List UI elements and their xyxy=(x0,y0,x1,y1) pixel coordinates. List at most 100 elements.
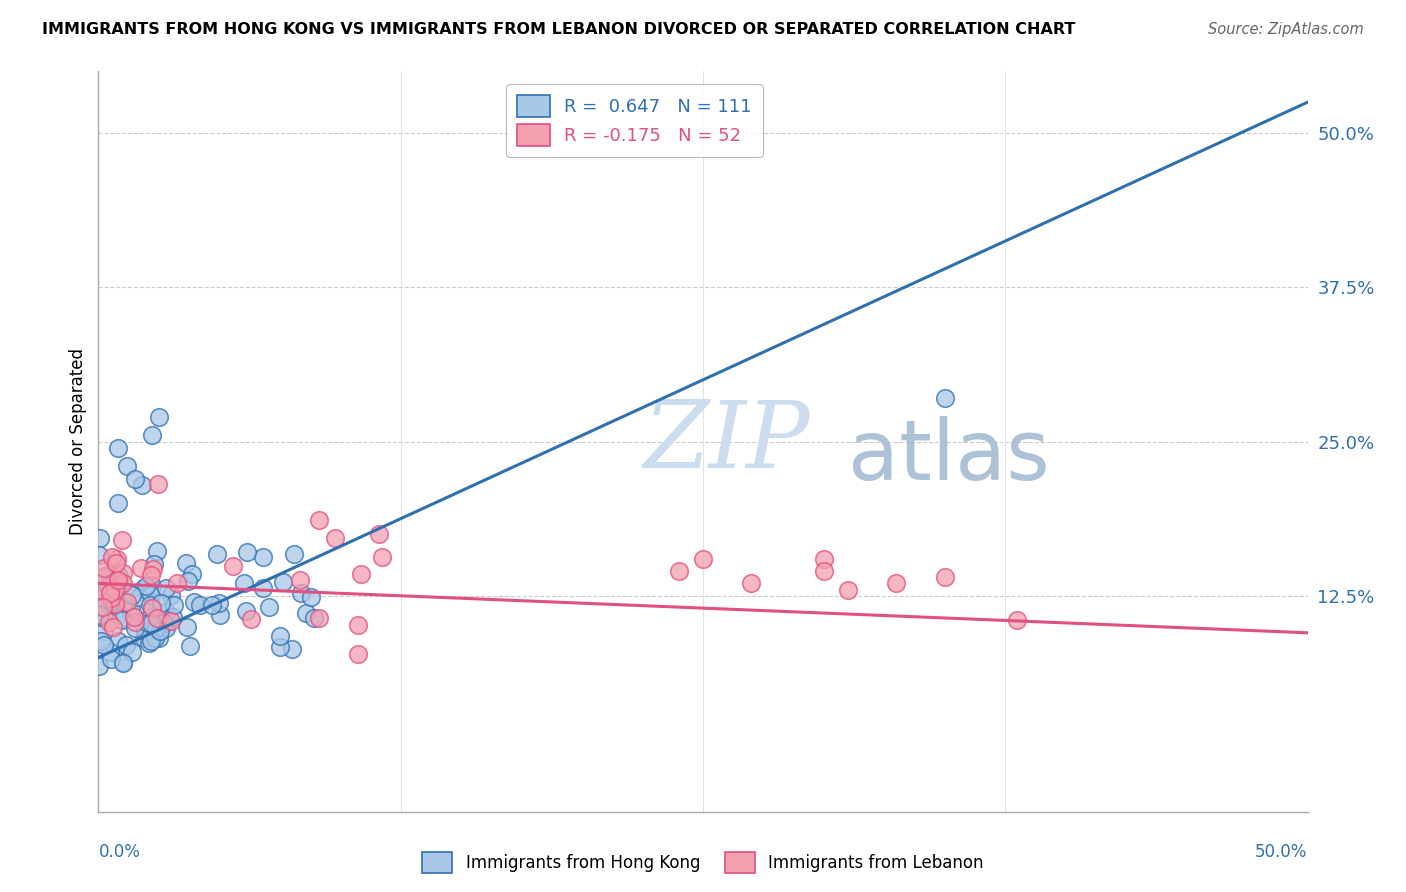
Point xyxy=(141,579,163,593)
Point xyxy=(93,569,115,583)
Point xyxy=(308,513,330,527)
Legend: R =  0.647   N = 111, R = -0.175   N = 52: R = 0.647 N = 111, R = -0.175 N = 52 xyxy=(506,84,762,157)
Point xyxy=(94,596,117,610)
Text: 50.0%: 50.0% xyxy=(1256,843,1308,861)
Point xyxy=(104,596,127,610)
Point xyxy=(162,598,184,612)
Point xyxy=(141,428,163,442)
Point xyxy=(89,610,111,624)
Text: ZIP: ZIP xyxy=(644,397,810,486)
Point xyxy=(111,613,134,627)
Point xyxy=(346,618,368,632)
Point xyxy=(148,624,170,638)
Point xyxy=(740,576,762,591)
Point xyxy=(129,560,152,574)
Point xyxy=(112,596,135,610)
Point xyxy=(201,598,224,612)
Legend: Immigrants from Hong Kong, Immigrants from Lebanon: Immigrants from Hong Kong, Immigrants fr… xyxy=(416,846,990,880)
Point xyxy=(98,645,121,659)
Point xyxy=(162,610,184,624)
Point xyxy=(308,611,330,625)
Point xyxy=(121,645,143,659)
Point xyxy=(271,575,294,590)
Point xyxy=(93,638,115,652)
Point xyxy=(98,579,121,593)
Point xyxy=(107,569,129,583)
Point xyxy=(813,551,835,566)
Point xyxy=(100,597,122,611)
Point xyxy=(112,656,135,670)
Point xyxy=(101,550,124,565)
Point xyxy=(160,614,183,628)
Point xyxy=(233,576,256,591)
Point xyxy=(370,549,392,564)
Point xyxy=(131,582,153,596)
Point xyxy=(107,633,129,648)
Point xyxy=(89,531,111,545)
Point xyxy=(290,586,312,600)
Point xyxy=(128,590,150,604)
Point xyxy=(124,615,146,629)
Point xyxy=(124,621,146,635)
Point xyxy=(104,597,127,611)
Point xyxy=(155,621,177,635)
Point xyxy=(347,647,370,661)
Point xyxy=(117,459,139,474)
Point xyxy=(837,582,859,597)
Point xyxy=(367,526,389,541)
Point xyxy=(107,583,129,598)
Point xyxy=(107,496,129,510)
Point xyxy=(91,599,114,614)
Point xyxy=(150,596,173,610)
Point xyxy=(124,610,146,624)
Point xyxy=(135,579,157,593)
Point xyxy=(205,547,228,561)
Point xyxy=(142,608,165,623)
Point xyxy=(104,583,127,598)
Point xyxy=(90,634,112,648)
Point xyxy=(302,611,325,625)
Point xyxy=(176,574,198,588)
Point xyxy=(295,607,318,621)
Point xyxy=(155,581,177,595)
Point xyxy=(132,631,155,645)
Point xyxy=(98,567,121,582)
Point xyxy=(91,591,114,605)
Point xyxy=(142,558,165,572)
Point xyxy=(148,631,170,645)
Point xyxy=(179,639,201,653)
Point xyxy=(98,569,121,583)
Point xyxy=(115,594,138,608)
Point xyxy=(145,621,167,635)
Point xyxy=(100,591,122,606)
Point xyxy=(142,562,165,576)
Point xyxy=(101,620,124,634)
Point xyxy=(98,586,121,600)
Point xyxy=(141,599,163,614)
Point xyxy=(107,441,129,455)
Point xyxy=(269,628,291,642)
Point xyxy=(236,545,259,559)
Point xyxy=(235,604,257,618)
Point xyxy=(93,570,115,584)
Text: 0.0%: 0.0% xyxy=(98,843,141,861)
Point xyxy=(208,608,231,623)
Point xyxy=(281,641,304,656)
Point xyxy=(107,573,129,587)
Point xyxy=(138,635,160,649)
Point xyxy=(89,608,111,623)
Point xyxy=(91,573,114,587)
Point xyxy=(145,544,167,558)
Point xyxy=(934,392,956,406)
Point xyxy=(141,601,163,615)
Point xyxy=(288,573,311,587)
Point xyxy=(138,616,160,631)
Point xyxy=(120,607,142,622)
Point xyxy=(155,605,177,619)
Point xyxy=(148,409,170,424)
Point xyxy=(134,624,156,638)
Point xyxy=(138,611,160,625)
Point xyxy=(108,612,131,626)
Point xyxy=(152,616,174,631)
Point xyxy=(101,588,124,602)
